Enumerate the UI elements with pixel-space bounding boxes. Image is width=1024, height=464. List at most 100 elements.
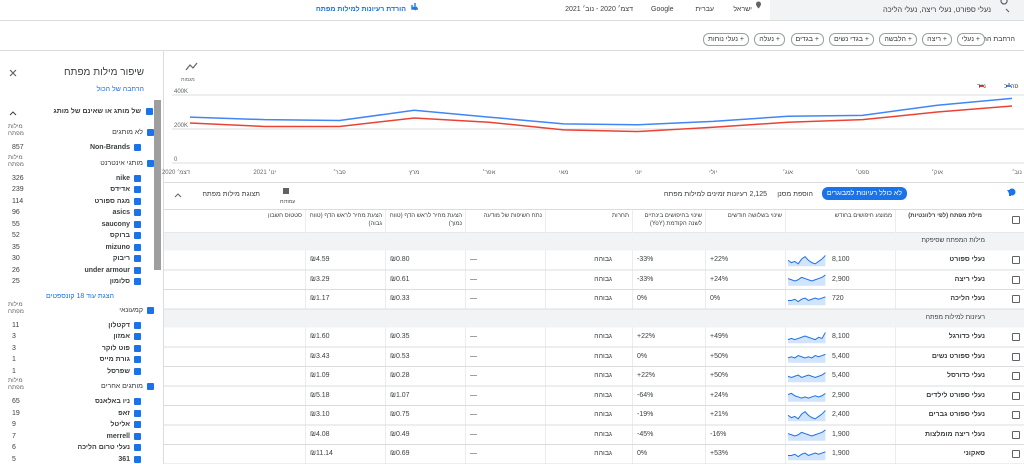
language[interactable]: עברית [695,6,714,13]
download-icon[interactable] [411,3,418,11]
checkbox[interactable] [1012,450,1020,459]
x-tick-label: מרץ [409,170,419,176]
date-range[interactable]: דצמ׳ 2020 - נוב׳ 2021 [565,6,633,13]
section-label: מותגי אינטרנט [100,159,143,167]
checkbox[interactable] [1012,430,1020,439]
expand-all[interactable]: הרחבה של הכול [96,86,144,93]
column-header[interactable]: ממוצע חיפושים בחודש [834,213,892,219]
chart-icon[interactable] [185,62,198,71]
checkbox[interactable] [146,108,153,115]
checkbox[interactable] [134,243,141,251]
table-cell: -33% [637,275,654,283]
refine-item: פוט לוקר [101,344,130,352]
broaden-chip[interactable]: + הלבשה [879,33,917,46]
search-icon[interactable] [1000,0,1010,13]
checkbox[interactable] [134,232,141,239]
checkbox[interactable] [147,129,154,136]
table-cell: גבוהה [594,372,612,380]
column-header[interactable]: סטטוס חשבון [268,213,302,219]
close-icon[interactable] [9,69,17,77]
checkbox[interactable] [1012,333,1020,342]
column-header[interactable]: הצעת מחיר לראש הדף (טווח גבוה) [309,213,382,227]
broaden-chip[interactable]: + בגדי נשים [829,33,874,46]
add-filter[interactable]: הוספת מסנן [777,191,813,198]
table-cell: נעלי כדורסל [946,372,985,380]
checkbox[interactable] [1012,352,1020,361]
checkbox[interactable] [1012,256,1020,265]
line-series [189,97,1013,126]
refine-count: 30 [12,255,20,262]
checkbox[interactable] [134,278,141,285]
checkbox[interactable] [134,144,141,151]
checkbox[interactable] [147,306,154,314]
x-tick-label: נוב׳ [1012,169,1022,176]
scrollbar[interactable] [154,100,161,270]
checkbox[interactable] [147,159,154,167]
checkbox[interactable] [134,266,141,274]
caret[interactable] [9,111,17,116]
column-header[interactable]: שינוי בשלושה חודשים [727,213,782,219]
checkbox[interactable] [134,432,141,440]
refine-item: אליטל [110,421,130,428]
checkbox[interactable] [134,455,141,463]
filter-chip[interactable]: לא כולל רעיונות למבוגרים [821,187,907,200]
checkbox[interactable] [134,333,141,340]
checkbox[interactable] [134,255,141,262]
column-header[interactable]: מילת מפתח (לפי רלוונטיות) [908,213,982,219]
checkbox[interactable] [134,197,141,205]
checkbox[interactable] [1012,275,1020,284]
show-more[interactable]: הצגת עוד 18 קונספטים [46,292,114,300]
checkbox[interactable] [134,209,141,216]
column-header[interactable]: הצעת מחיר לראש הדף (טווח נמוך) [389,213,462,227]
search-text[interactable]: נעלי ספורט, נעלי ריצה, נעלי הליכה [882,5,991,14]
checkbox[interactable] [1012,411,1020,420]
checkbox[interactable] [1012,391,1020,400]
checkbox[interactable] [134,409,141,417]
column-header[interactable]: תחרות [611,213,629,219]
filter-icon[interactable] [1007,190,1013,196]
legend-label: סה״כ [1004,83,1019,90]
checkbox[interactable] [134,356,141,363]
refine-item: אדידס [110,186,130,193]
refine-count: 19 [12,409,20,417]
network[interactable]: Google [651,6,674,13]
checkbox[interactable] [134,321,141,329]
broaden-chip[interactable]: + נעלה [754,33,785,46]
columns-label[interactable]: עמודות [280,199,296,205]
refine-count: 11 [12,321,20,329]
checkbox[interactable] [134,421,141,428]
checkbox[interactable] [1012,295,1020,304]
table-cell: 1,900 [832,430,850,438]
collapse-icon[interactable] [174,193,182,198]
checkbox[interactable] [134,186,141,193]
table-cell: +50% [710,372,729,380]
broaden-chip[interactable]: + ריצה [922,33,952,46]
checkbox[interactable] [134,344,141,352]
broaden-chip[interactable]: + נעלי [956,33,985,46]
table-cell: +50% [710,352,729,360]
checkbox[interactable] [134,174,141,182]
checkbox[interactable] [134,398,141,405]
view-dropdown[interactable]: תצוגת מילות מפתח [202,191,260,198]
table-cell: 2,900 [832,275,850,283]
refine-count: 55 [12,220,20,228]
broaden-chip[interactable]: + נעלי נוחות [703,33,749,46]
chart-icon-label: מגמות [181,77,195,83]
table-cell: 0% [637,295,648,303]
checkbox[interactable] [1012,372,1020,381]
location[interactable]: ישראל [733,6,752,13]
column-header[interactable]: שינוי בחיפושים בינתיים לשנה הקודמת (YoY) [644,213,702,227]
checkbox[interactable] [134,367,141,375]
checkbox[interactable] [134,220,141,228]
download-link[interactable]: הורדת רעיונות למילות מפתח [315,6,406,13]
column-header[interactable]: נתח חשיפות של מודעה [483,213,542,219]
checkbox[interactable] [1012,216,1020,224]
x-tick-label: אפר׳ [482,169,495,176]
columns-icon[interactable] [283,188,289,194]
checkbox[interactable] [134,444,141,451]
checkbox[interactable] [147,383,154,390]
x-tick-label: ינו׳ 2021 [253,169,276,176]
broaden-chip[interactable]: + בגדים [790,33,824,46]
refine-count: 3 [12,333,16,340]
